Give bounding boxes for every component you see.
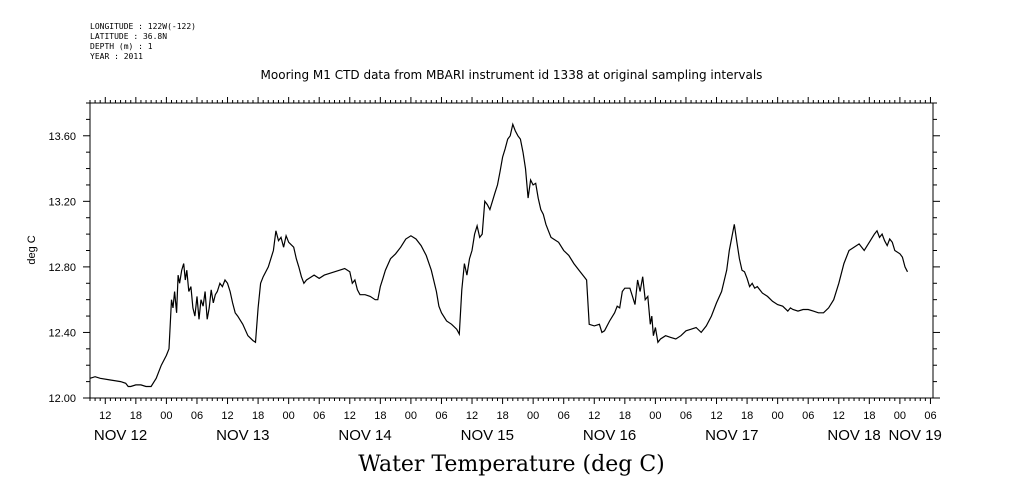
x-tick-labels: 12 18 00 06 12 18 00 06 12 18 00 06 12 18 00 06 12 18 00 06… — [99, 410, 936, 422]
x-tick-label: 18 — [741, 410, 753, 422]
metadata-block: LONGITUDE : 122W(-122) LATITUDE : 36.8N … — [90, 22, 196, 62]
x-tick-label: 00 — [894, 410, 906, 422]
x-tick-label: 06 — [802, 410, 814, 422]
y-tick-label: 12.00 — [48, 393, 76, 405]
x-tick-label: 06 — [313, 410, 325, 422]
x-tick-label: 12 — [99, 410, 111, 422]
depth-label: DEPTH (m) : 1 — [90, 42, 153, 51]
x-day-label: NOV 19 — [888, 427, 941, 444]
x-tick-label: 00 — [283, 410, 295, 422]
x-day-label: NOV 13 — [216, 427, 269, 444]
x-tick-label: 06 — [435, 410, 447, 422]
x-tick-label: 06 — [191, 410, 203, 422]
tick-marks — [83, 97, 940, 404]
chart-title-wrapper: Mooring M1 CTD data from MBARI instrumen… — [0, 68, 1009, 82]
x-tick-label: 06 — [924, 410, 936, 422]
x-day-label: NOV 15 — [461, 427, 514, 444]
y-tick-label: 13.20 — [48, 196, 76, 208]
x-day-label: NOV 17 — [705, 427, 758, 444]
x-tick-label: 12 — [710, 410, 722, 422]
x-day-label: NOV 14 — [338, 427, 391, 444]
x-tick-label: 00 — [527, 410, 539, 422]
x-tick-label: 18 — [130, 410, 142, 422]
x-day-label: NOV 16 — [583, 427, 636, 444]
latitude-label: LATITUDE : 36.8N — [90, 32, 168, 41]
x-axis-label-wrapper: Water Temperature (deg C) — [0, 452, 1009, 477]
x-tick-label: 18 — [496, 410, 508, 422]
y-tick-label: 13.60 — [48, 131, 76, 143]
x-day-label: NOV 12 — [94, 427, 147, 444]
plot-frame — [89, 102, 934, 399]
x-day-labels: NOV 12 NOV 13 NOV 14 NOV 15 NOV 16 NOV 17 NOV … — [94, 427, 942, 444]
y-tick-label: 12.80 — [48, 262, 76, 274]
x-tick-label: 12 — [588, 410, 600, 422]
x-tick-label: 18 — [863, 410, 875, 422]
x-tick-label: 12 — [466, 410, 478, 422]
x-tick-label: 18 — [252, 410, 264, 422]
x-tick-label: 06 — [680, 410, 692, 422]
x-tick-label: 00 — [160, 410, 172, 422]
longitude-label: LONGITUDE : 122W(-122) — [90, 22, 196, 31]
chart-title: Mooring M1 CTD data from MBARI instrumen… — [260, 68, 763, 82]
x-tick-label: 00 — [649, 410, 661, 422]
x-day-label: NOV 18 — [827, 427, 880, 444]
year-label: YEAR : 2011 — [90, 52, 143, 61]
y-tick-label: 12.40 — [48, 327, 76, 339]
y-axis-label: deg C — [26, 235, 38, 264]
x-tick-label: 00 — [772, 410, 784, 422]
temperature-series-line — [89, 122, 909, 388]
x-tick-label: 00 — [405, 410, 417, 422]
x-tick-label: 12 — [221, 410, 233, 422]
x-axis-label: Water Temperature (deg C) — [358, 452, 665, 477]
x-tick-label: 12 — [344, 410, 356, 422]
x-tick-label: 18 — [619, 410, 631, 422]
x-tick-label: 06 — [558, 410, 570, 422]
x-tick-label: 18 — [374, 410, 386, 422]
y-tick-labels: 12.00 12.40 12.80 13.20 13.60 — [48, 131, 76, 405]
x-tick-label: 12 — [833, 410, 845, 422]
